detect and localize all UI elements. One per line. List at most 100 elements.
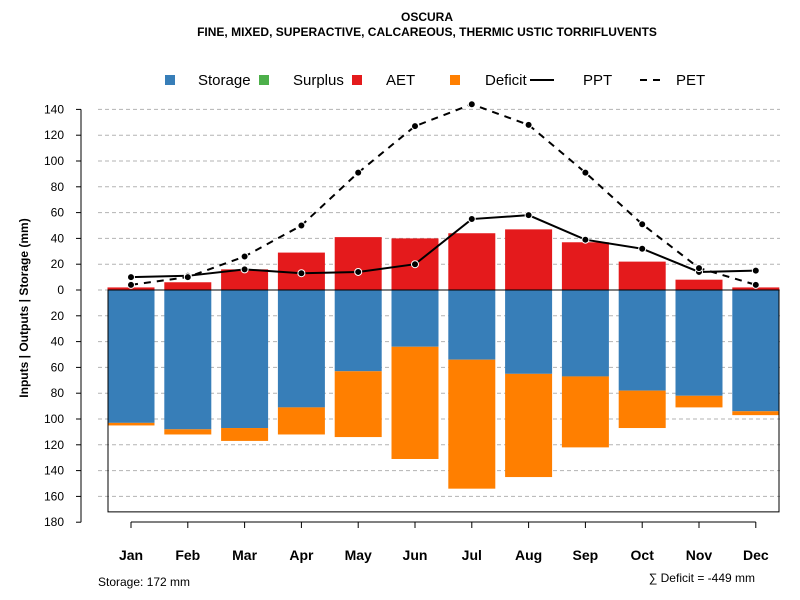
- aet-bar: [675, 279, 723, 290]
- pet-line-point: [411, 122, 419, 131]
- ppt-line-point: [581, 235, 590, 244]
- aet-bar: [221, 269, 269, 290]
- ppt-line-point: [524, 211, 533, 220]
- y-tick-label: 60: [51, 206, 65, 220]
- ppt-line-point: [638, 244, 647, 253]
- deficit-bar: [221, 428, 269, 441]
- storage-bar: [561, 290, 609, 377]
- ppt-line-point: [411, 260, 419, 269]
- y-tick-label: 100: [44, 412, 64, 426]
- deficit-bar: [561, 376, 609, 448]
- deficit-bar: [391, 346, 439, 459]
- x-tick-label: Oct: [631, 547, 655, 563]
- y-tick-label: 40: [51, 231, 65, 245]
- legend-label-aet: AET: [386, 72, 415, 89]
- legend: Storage Surplus AET Deficit PPT PET: [165, 72, 705, 89]
- legend-swatch-deficit: [450, 75, 460, 85]
- deficit-bar: [334, 371, 382, 438]
- ppt-line-point: [240, 265, 249, 274]
- legend-label-deficit: Deficit: [485, 72, 528, 89]
- deficit-bar: [448, 359, 496, 489]
- y-tick-label: 120: [44, 438, 64, 452]
- aet-bar: [618, 261, 666, 290]
- chart-title: OSCURA: [401, 10, 453, 24]
- storage-bar: [221, 290, 269, 429]
- y-tick-label: 20: [51, 309, 65, 323]
- y-tick-label: 80: [51, 386, 65, 400]
- x-tick-label: Nov: [686, 547, 713, 563]
- ppt-line: [130, 214, 756, 279]
- y-tick-label: 140: [44, 102, 64, 116]
- storage-bar: [732, 290, 780, 412]
- storage-bar: [277, 290, 325, 408]
- x-tick-label: Feb: [175, 547, 200, 563]
- chart-subtitle: FINE, MIXED, SUPERACTIVE, CALCAREOUS, TH…: [197, 25, 657, 39]
- pet-line-point: [695, 264, 703, 273]
- deficit-bar: [732, 411, 780, 416]
- legend-swatch-aet: [352, 75, 362, 85]
- aet-bar: [561, 242, 609, 290]
- aet-bar: [164, 282, 212, 290]
- ppt-line-point: [354, 267, 363, 276]
- bars: [107, 229, 780, 489]
- y-tick-label: 100: [44, 154, 64, 168]
- pet-line-point: [581, 168, 590, 177]
- axes: 140 120 100 80 60 40 20 0 20 40 60 80 100 120 140 160 18…: [44, 102, 780, 563]
- pet-line-point: [638, 220, 647, 229]
- deficit-bar: [277, 407, 325, 435]
- storage-note: Storage: 172 mm: [98, 575, 190, 589]
- ppt-line-point: [751, 266, 760, 275]
- y-tick-label: 0: [57, 283, 64, 297]
- storage-bar: [164, 290, 212, 430]
- y-tick-label: 180: [44, 515, 64, 529]
- y-tick-label: 20: [51, 257, 65, 271]
- deficit-bar: [675, 395, 723, 408]
- x-tick-label: Jan: [119, 547, 143, 563]
- x-tick-label: May: [345, 547, 372, 563]
- storage-bar: [334, 290, 382, 372]
- storage-bar: [107, 290, 155, 423]
- pet-line-point: [467, 100, 476, 109]
- legend-label-storage: Storage: [198, 72, 251, 89]
- aet-bar: [448, 233, 496, 290]
- deficit-bar: [164, 429, 212, 435]
- series-lines: [127, 100, 760, 289]
- aet-bar: [334, 237, 382, 290]
- x-tick-label: Sep: [573, 547, 599, 563]
- ppt-line-point: [297, 269, 306, 278]
- aet-bar: [505, 229, 553, 290]
- pet-line-point: [183, 273, 192, 282]
- x-tick-label: Apr: [289, 547, 314, 563]
- pet-line-point: [524, 120, 533, 129]
- storage-bar: [618, 290, 666, 391]
- pet-line-point: [354, 168, 363, 177]
- x-tick-label: Aug: [515, 547, 542, 563]
- x-tick-label: Mar: [232, 547, 257, 563]
- y-tick-label: 160: [44, 489, 64, 503]
- pet-line-point: [127, 280, 135, 289]
- legend-label-pet: PET: [676, 72, 705, 89]
- ppt-line-point: [127, 273, 135, 282]
- storage-bar: [505, 290, 553, 374]
- gridlines: [98, 108, 780, 497]
- pet-line-point: [751, 280, 760, 289]
- deficit-bar: [505, 373, 553, 478]
- x-tick-label: Dec: [743, 547, 769, 563]
- y-tick-label: 80: [51, 180, 65, 194]
- pet-line-point: [240, 252, 249, 261]
- y-tick-label: 120: [44, 128, 64, 142]
- y-tick-label: 140: [44, 464, 64, 478]
- storage-bar: [448, 290, 496, 360]
- deficit-bar: [618, 390, 666, 429]
- legend-label-ppt: PPT: [583, 72, 612, 89]
- ppt-line-point: [467, 215, 476, 224]
- storage-bar: [675, 290, 723, 396]
- legend-swatch-storage: [165, 75, 175, 85]
- y-axis-title: Inputs | Outputs | Storage (mm): [17, 218, 31, 397]
- y-tick-label: 60: [51, 360, 65, 374]
- x-tick-label: Jul: [462, 547, 482, 563]
- pet-line: [130, 103, 757, 286]
- storage-capacity-box: [107, 289, 780, 513]
- legend-label-surplus: Surplus: [293, 72, 344, 89]
